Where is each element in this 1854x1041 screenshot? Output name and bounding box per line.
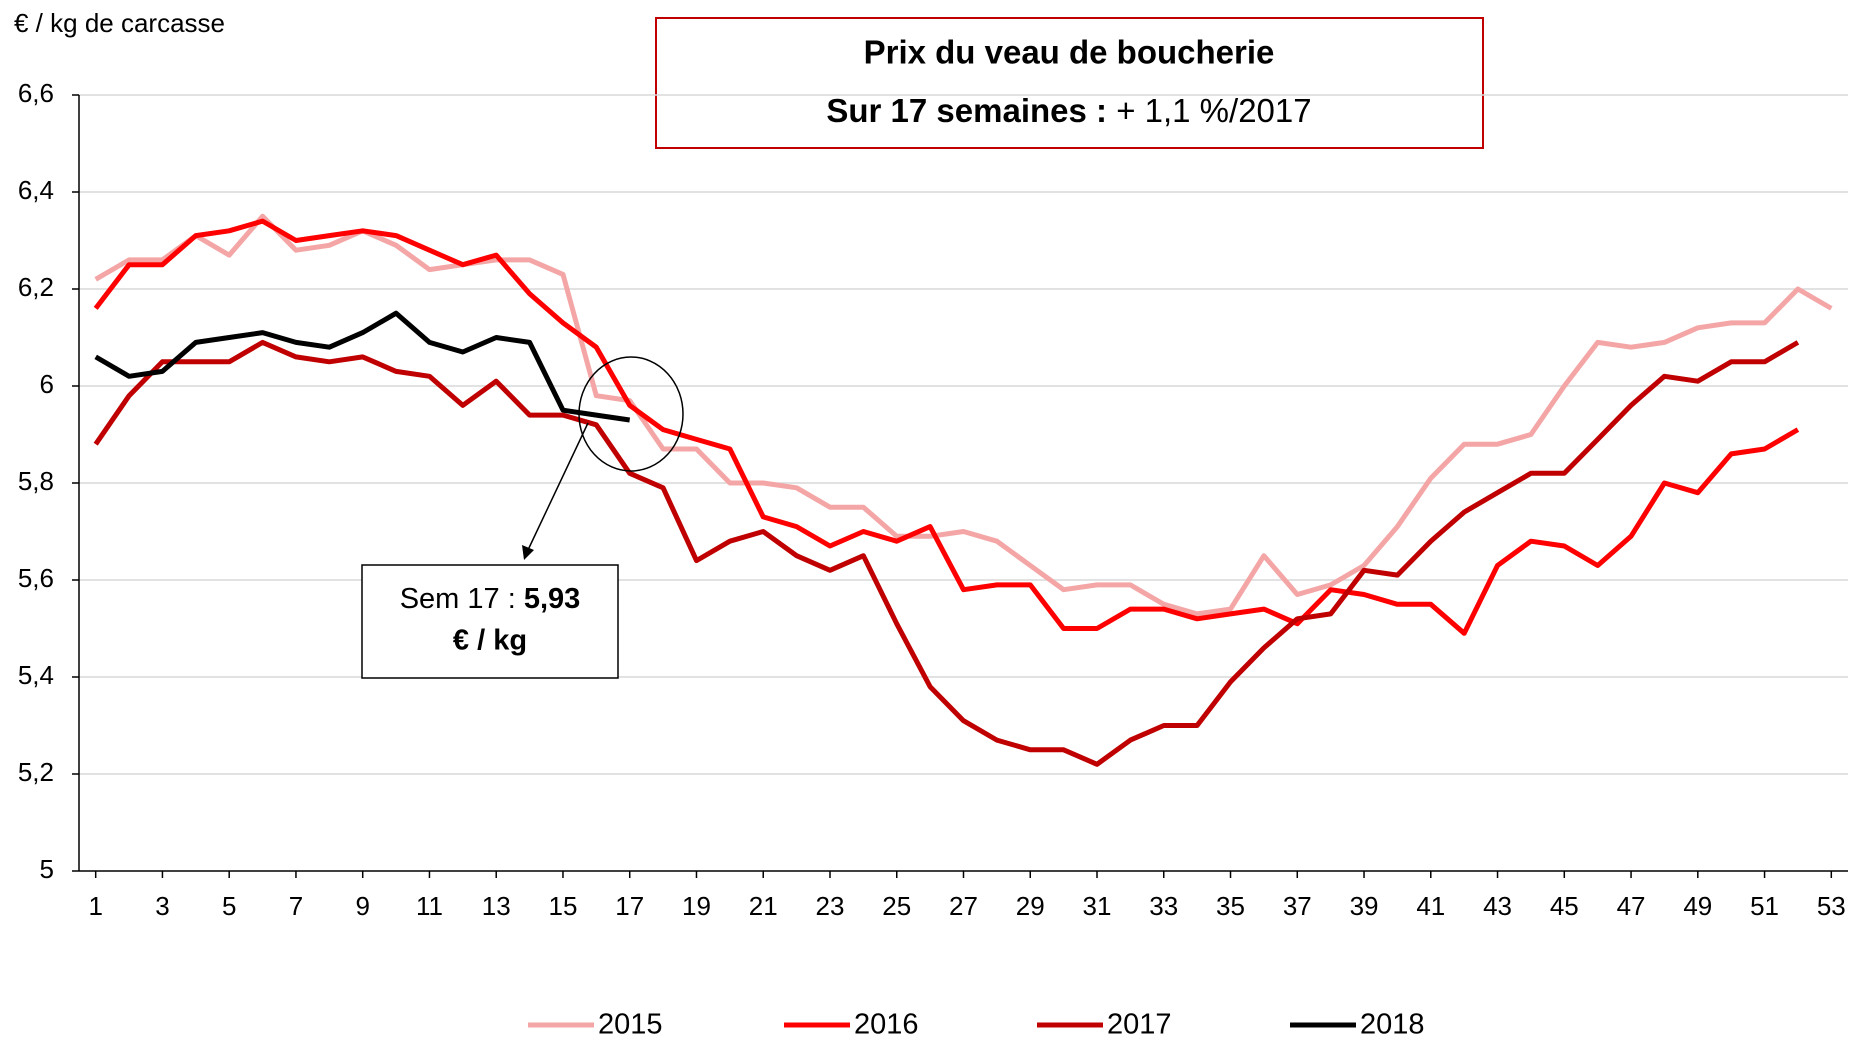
x-tick-label: 23 bbox=[816, 891, 845, 921]
series-line bbox=[94, 213, 1833, 617]
x-tick-label: 9 bbox=[355, 891, 369, 921]
plot: 55,25,45,65,866,26,46,61 3 5 7 9 11 13 15 17 19 21… bbox=[18, 78, 1848, 921]
x-tick-label: 33 bbox=[1149, 891, 1178, 921]
y-tick-label: 5,4 bbox=[18, 660, 54, 690]
subtitle-bold: Sur 17 semaines : bbox=[826, 92, 1107, 129]
subtitle-text: + 1,1 %/2017 bbox=[1116, 92, 1311, 129]
x-tick-label: 37 bbox=[1283, 891, 1312, 921]
x-tick-label: 21 bbox=[749, 891, 778, 921]
x-tick-label: 39 bbox=[1350, 891, 1379, 921]
y-tick-label: 6 bbox=[40, 369, 54, 399]
annotation-unit: € / kg bbox=[453, 625, 527, 657]
x-tick-label: 53 bbox=[1817, 891, 1846, 921]
highlight-ellipse bbox=[578, 356, 684, 472]
x-tick-label: 15 bbox=[549, 891, 578, 921]
y-axis-label: € / kg de carcasse bbox=[14, 8, 225, 38]
x-tick-label: 29 bbox=[1016, 891, 1045, 921]
x-tick-label: 17 bbox=[615, 891, 644, 921]
series-line bbox=[93, 339, 1800, 767]
x-tick-label: 51 bbox=[1750, 891, 1779, 921]
annotation-line1: Sem 17 : 5,93 bbox=[400, 583, 581, 615]
y-tick-label: 6,2 bbox=[18, 272, 54, 302]
legend-label: 2018 bbox=[1360, 1009, 1425, 1041]
y-tick-label: 5 bbox=[40, 854, 54, 884]
arrow-line bbox=[527, 422, 589, 551]
legend-label: 2016 bbox=[854, 1009, 919, 1041]
legend-label: 2017 bbox=[1107, 1009, 1172, 1041]
annotation-text: Sem 17 : bbox=[400, 583, 516, 615]
series-line bbox=[93, 218, 1800, 636]
legend-label: 2015 bbox=[598, 1009, 663, 1041]
x-tick-label: 31 bbox=[1083, 891, 1112, 921]
x-tick-label: 5 bbox=[222, 891, 236, 921]
y-tick-label: 6,6 bbox=[18, 78, 54, 108]
x-tick-label: 35 bbox=[1216, 891, 1245, 921]
x-tick-label: 3 bbox=[155, 891, 169, 921]
y-tick-label: 6,4 bbox=[18, 175, 54, 205]
x-tick-label: 13 bbox=[482, 891, 511, 921]
x-tick-label: 7 bbox=[289, 891, 303, 921]
y-tick-label: 5,2 bbox=[18, 757, 54, 787]
x-tick-label: 49 bbox=[1683, 891, 1712, 921]
x-tick-label: 19 bbox=[682, 891, 711, 921]
y-tick-label: 5,8 bbox=[18, 466, 54, 496]
x-tick-label: 27 bbox=[949, 891, 978, 921]
annotation-value: 5,93 bbox=[524, 583, 580, 615]
x-tick-label: 43 bbox=[1483, 891, 1512, 921]
x-tick-label: 47 bbox=[1617, 891, 1646, 921]
chart-subtitle: Sur 17 semaines : + 1,1 %/2017 bbox=[826, 92, 1311, 129]
y-tick-label: 5,6 bbox=[18, 563, 54, 593]
x-tick-label: 25 bbox=[882, 891, 911, 921]
chart-title: Prix du veau de boucherie bbox=[864, 34, 1275, 71]
series-line bbox=[94, 310, 631, 423]
arrow-head bbox=[522, 545, 534, 560]
title-box bbox=[655, 17, 1484, 149]
x-tick-label: 45 bbox=[1550, 891, 1579, 921]
annotation-box bbox=[361, 564, 619, 679]
x-tick-label: 41 bbox=[1416, 891, 1445, 921]
x-tick-label: 11 bbox=[416, 891, 443, 921]
x-tick-label: 1 bbox=[88, 891, 102, 921]
